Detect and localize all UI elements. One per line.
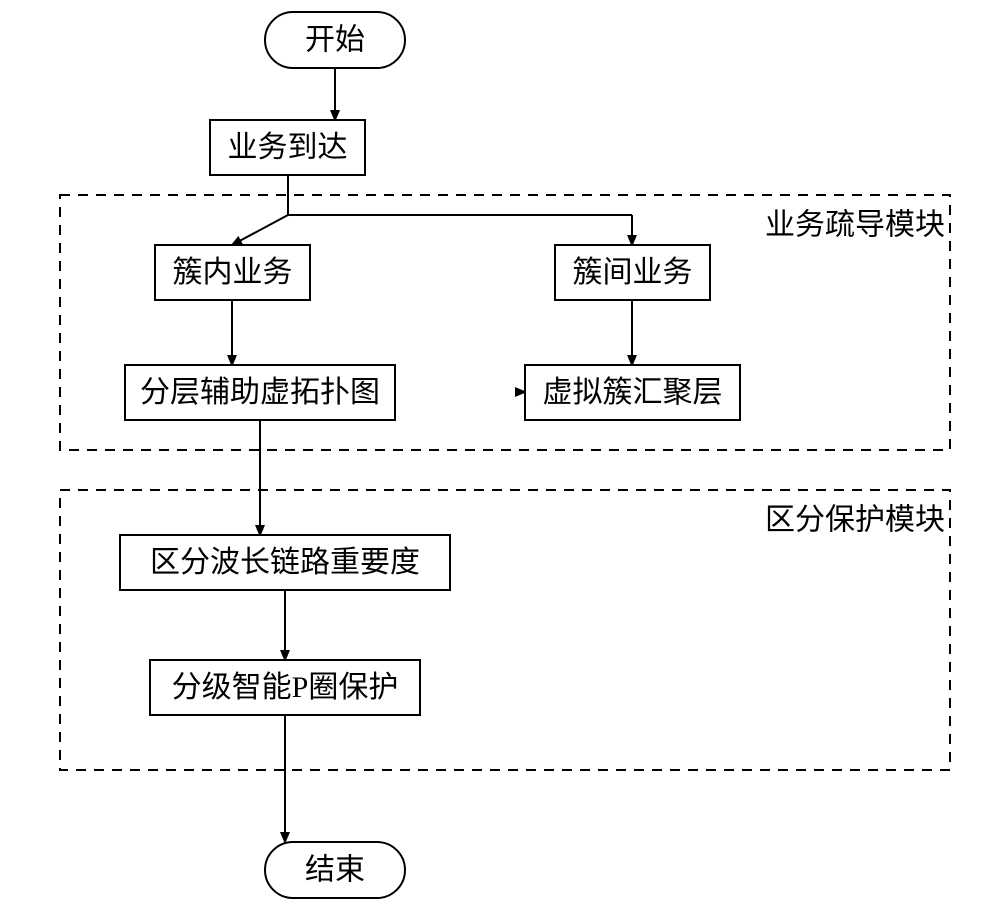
pcycle-label: 分级智能P圈保护 bbox=[172, 671, 399, 704]
arrive-label: 业务到达 bbox=[228, 131, 348, 164]
layered_topo-label: 分层辅助虚拓扑图 bbox=[140, 376, 380, 409]
intra-label: 簇内业务 bbox=[173, 256, 293, 289]
start-terminal-label: 开始 bbox=[305, 24, 365, 57]
inter-label: 簇间业务 bbox=[573, 256, 693, 289]
virtual_agg-label: 虚拟簇汇聚层 bbox=[543, 376, 723, 409]
traffic-module-label: 业务疏导模块 bbox=[765, 209, 945, 242]
protect-module-label: 区分保护模块 bbox=[765, 504, 945, 537]
end-terminal-label: 结束 bbox=[305, 854, 365, 887]
diff_wave-label: 区分波长链路重要度 bbox=[150, 546, 420, 579]
